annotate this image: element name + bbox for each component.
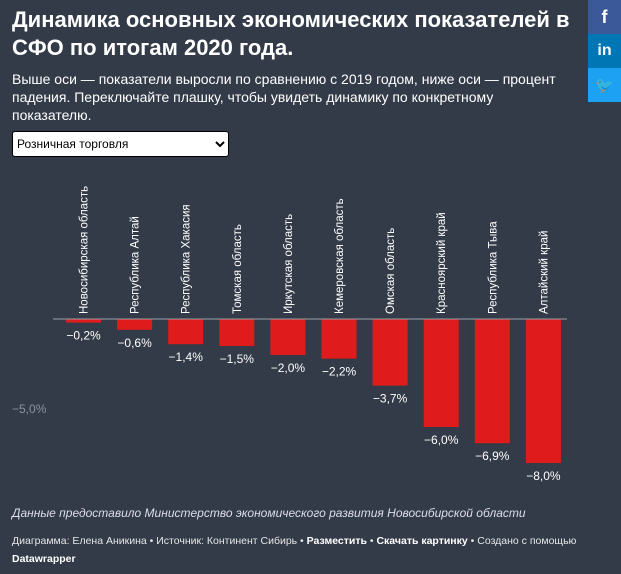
category-label: Кемеровская область <box>334 198 346 314</box>
y-tick-label: −5,0% <box>12 402 47 416</box>
twitter-share-button[interactable]: 🐦 <box>588 68 621 102</box>
category-label: Республика Хакасия <box>181 204 193 314</box>
linkedin-share-button[interactable]: in <box>588 34 621 68</box>
created-with: Создано с помощью <box>477 535 577 547</box>
embed-link[interactable]: Разместить <box>306 535 367 547</box>
bar <box>270 319 306 355</box>
value-label: −0,6% <box>117 336 152 350</box>
value-label: −2,0% <box>271 361 306 375</box>
facebook-share-button[interactable]: f <box>588 0 621 34</box>
chart-title: Динамика основных экономических показате… <box>12 7 570 60</box>
credit-author: Диаграмма: Елена Аникина <box>12 535 147 547</box>
category-label: Омская область <box>385 228 397 314</box>
twitter-icon: 🐦 <box>595 77 614 94</box>
category-label: Иркутская область <box>283 214 295 314</box>
bar <box>321 319 357 359</box>
value-label: −0,2% <box>66 329 101 343</box>
bar <box>474 319 510 444</box>
category-label: Алтайский край <box>538 231 550 314</box>
bar <box>117 319 153 330</box>
value-label: −3,7% <box>373 392 408 406</box>
bar <box>525 319 561 463</box>
category-label: Томская область <box>232 224 244 314</box>
data-note: Данные предоставило Министерство экономи… <box>12 506 526 520</box>
value-label: −2,2% <box>322 365 357 379</box>
bar <box>423 319 459 427</box>
value-label: −6,0% <box>424 433 459 447</box>
bar <box>219 319 255 346</box>
credits: Диаграмма: Елена Аникина • Источник: Кон… <box>12 535 577 565</box>
bar <box>372 319 408 386</box>
chart-description: Выше оси — показатели выросли по сравнен… <box>12 71 556 123</box>
linkedin-icon: in <box>597 42 612 59</box>
category-label: Красноярский край <box>436 212 448 314</box>
datawrapper-link[interactable]: Datawrapper <box>12 553 76 565</box>
facebook-icon: f <box>601 6 608 27</box>
bar-chart: −5,0% −0,2% Новосибирская область −0,6% Респ… <box>12 186 567 483</box>
value-label: −1,5% <box>220 352 255 366</box>
value-label: −6,9% <box>475 449 510 463</box>
category-label: Республика Алтай <box>130 216 142 314</box>
value-label: −1,4% <box>169 350 204 364</box>
bar <box>66 319 101 323</box>
bar <box>168 319 204 345</box>
value-label: −8,0% <box>526 469 561 483</box>
indicator-select[interactable]: Розничная торговля <box>12 131 229 157</box>
credit-source: Источник: Континент Сибирь <box>156 535 298 547</box>
category-label: Новосибирская область <box>79 186 91 314</box>
category-label: Республика Тыва <box>487 221 499 314</box>
download-image-link[interactable]: Скачать картинку <box>376 535 468 547</box>
